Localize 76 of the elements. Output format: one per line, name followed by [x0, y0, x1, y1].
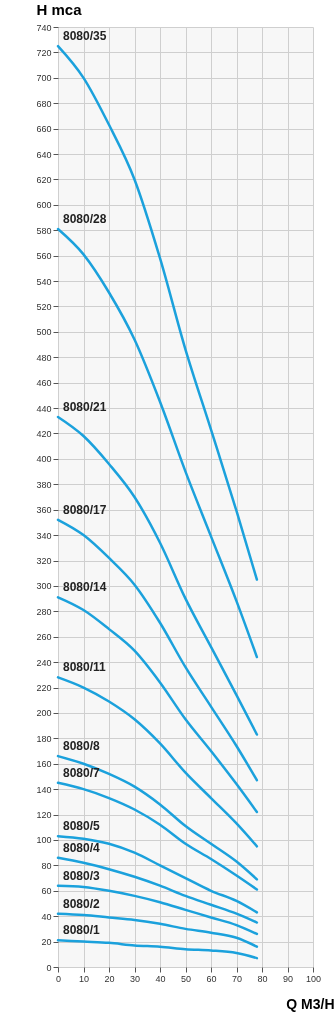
- line-series: [56, 596, 259, 814]
- series-label: 8080/21: [63, 399, 107, 414]
- x-tick-label: 90: [282, 973, 294, 984]
- x-tick-label: 70: [231, 973, 243, 984]
- y-tick-label: 560: [36, 251, 52, 262]
- y-axis-title: H mca: [36, 0, 83, 18]
- line-series: [56, 834, 259, 914]
- y-tick-label: 260: [36, 632, 52, 643]
- y-tick-label: 140: [36, 784, 52, 795]
- y-tick-label: 40: [41, 911, 52, 922]
- x-tick-label: 20: [104, 973, 115, 984]
- line-series: [56, 884, 259, 936]
- x-tick-label: 60: [206, 973, 217, 984]
- y-tick-label: 380: [36, 479, 52, 490]
- y-tick-label: 660: [36, 124, 52, 135]
- y-tick-label: 480: [36, 352, 52, 363]
- y-tick-label: 600: [36, 200, 52, 211]
- y-tick-label: 320: [36, 556, 52, 567]
- x-tick-label: 100: [305, 973, 322, 984]
- y-tick-label: 680: [36, 98, 52, 109]
- line-series: [56, 939, 259, 960]
- y-tick-label: 120: [36, 810, 52, 821]
- line-series: [56, 856, 259, 924]
- y-tick-label: 0: [46, 962, 52, 973]
- y-tick-label: 340: [36, 530, 52, 541]
- y-tick-label: 720: [36, 47, 52, 58]
- series-label: 8080/2: [63, 896, 101, 911]
- y-tick-label: 20: [41, 937, 52, 948]
- y-tick-label: 240: [36, 657, 52, 668]
- y-tick-label: 60: [41, 886, 52, 897]
- y-tick-label: 500: [36, 327, 52, 338]
- x-tick-label: 80: [257, 973, 268, 984]
- y-tick-label: 460: [36, 378, 52, 389]
- y-tick-label: 580: [36, 225, 52, 236]
- y-tick-label: 180: [36, 733, 52, 744]
- y-tick-label: 700: [36, 73, 52, 84]
- x-tick-label: 10: [78, 973, 90, 984]
- line-series: [56, 227, 259, 659]
- y-tick-label: 80: [41, 860, 52, 871]
- y-tick-label: 740: [36, 22, 52, 33]
- series-label: 8080/5: [63, 819, 101, 834]
- line-series: [56, 44, 259, 581]
- series-label: 8080/14: [63, 580, 107, 595]
- line-series: [56, 415, 259, 736]
- y-tick-label: 640: [36, 149, 52, 160]
- series-label: 8080/8: [63, 739, 101, 754]
- y-tick-label: 440: [36, 403, 52, 414]
- line-series: [56, 754, 259, 881]
- y-tick-label: 300: [36, 581, 52, 592]
- y-tick-label: 520: [36, 301, 52, 312]
- x-tick-label: 50: [180, 973, 192, 984]
- x-tick-label: 30: [129, 973, 141, 984]
- y-tick-label: 200: [36, 708, 52, 719]
- line-series: [56, 781, 259, 891]
- series-label: 8080/1: [63, 923, 101, 938]
- series-label: 8080/35: [63, 29, 107, 44]
- series-label: 8080/3: [63, 868, 101, 883]
- series-label: 8080/17: [63, 502, 107, 517]
- y-tick-label: 620: [36, 174, 52, 185]
- series-label: 8080/7: [63, 765, 101, 780]
- y-tick-label: 280: [36, 606, 52, 617]
- x-tick-label: 40: [155, 973, 166, 984]
- y-tick-label: 540: [36, 276, 52, 287]
- y-tick-label: 100: [36, 835, 52, 846]
- y-tick-label: 160: [36, 759, 52, 770]
- y-tick-label: 360: [36, 505, 52, 516]
- y-tick-label: 220: [36, 683, 52, 694]
- x-tick-label: 0: [55, 973, 62, 984]
- line-series: [56, 912, 259, 948]
- series-label: 8080/11: [63, 660, 107, 675]
- line-series: [56, 518, 259, 782]
- series-label: 8080/4: [63, 840, 101, 855]
- x-axis-title: Q M3/H: [286, 995, 335, 1012]
- y-tick-label: 400: [36, 454, 52, 465]
- y-tick-label: 420: [36, 428, 52, 439]
- series-label: 8080/28: [63, 211, 107, 226]
